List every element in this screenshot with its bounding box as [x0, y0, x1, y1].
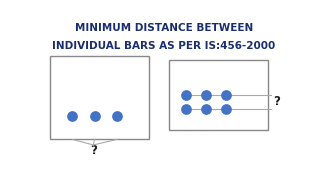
Text: INDIVIDUAL BARS AS PER IS:456-2000: INDIVIDUAL BARS AS PER IS:456-2000	[52, 41, 276, 51]
Text: ?: ?	[90, 144, 97, 157]
Point	[70, 114, 75, 117]
Point	[223, 94, 228, 96]
Point	[204, 94, 209, 96]
Point	[114, 114, 119, 117]
Point	[184, 94, 189, 96]
Bar	[169, 60, 268, 130]
Point	[184, 107, 189, 110]
Point	[92, 114, 97, 117]
Point	[204, 107, 209, 110]
Point	[223, 107, 228, 110]
Text: ?: ?	[273, 95, 280, 109]
Bar	[50, 56, 149, 139]
Text: MINIMUM DISTANCE BETWEEN: MINIMUM DISTANCE BETWEEN	[75, 23, 253, 33]
